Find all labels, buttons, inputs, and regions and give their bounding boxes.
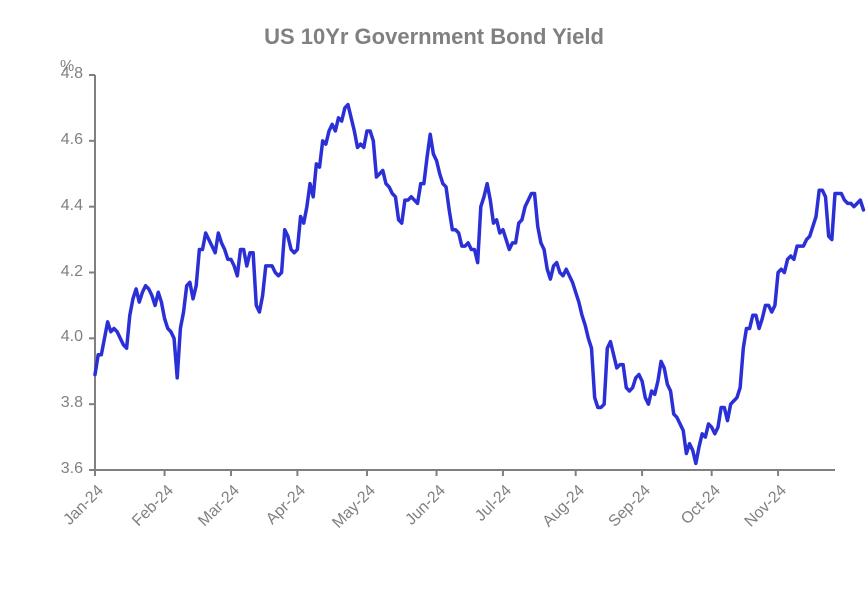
chart-root: US 10Yr Government Bond Yield % 4.8 4.6 … [0,0,868,594]
chart-svg [0,0,868,594]
